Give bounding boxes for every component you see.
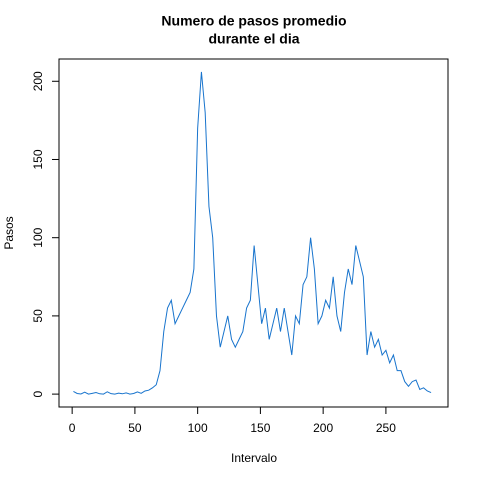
x-tick-label: 100	[188, 421, 208, 435]
x-tick-label: 50	[128, 421, 142, 435]
chart-title: Numero de pasos promedio	[161, 13, 346, 29]
x-tick-label: 150	[250, 421, 270, 435]
x-tick-label: 200	[313, 421, 333, 435]
x-tick-label: 0	[69, 421, 76, 435]
y-axis-label: Pasos	[2, 216, 16, 249]
y-tick-label: 50	[31, 309, 45, 323]
y-tick-label: 0	[31, 390, 45, 397]
plot-box	[58, 58, 449, 408]
x-axis-label: Intervalo	[231, 451, 277, 465]
x-tick-label: 250	[376, 421, 396, 435]
y-tick-label: 100	[31, 227, 45, 247]
y-tick-label: 200	[31, 71, 45, 91]
y-tick-label: 150	[31, 149, 45, 169]
data-line	[73, 71, 432, 395]
chart-title: durante el dia	[208, 31, 299, 47]
